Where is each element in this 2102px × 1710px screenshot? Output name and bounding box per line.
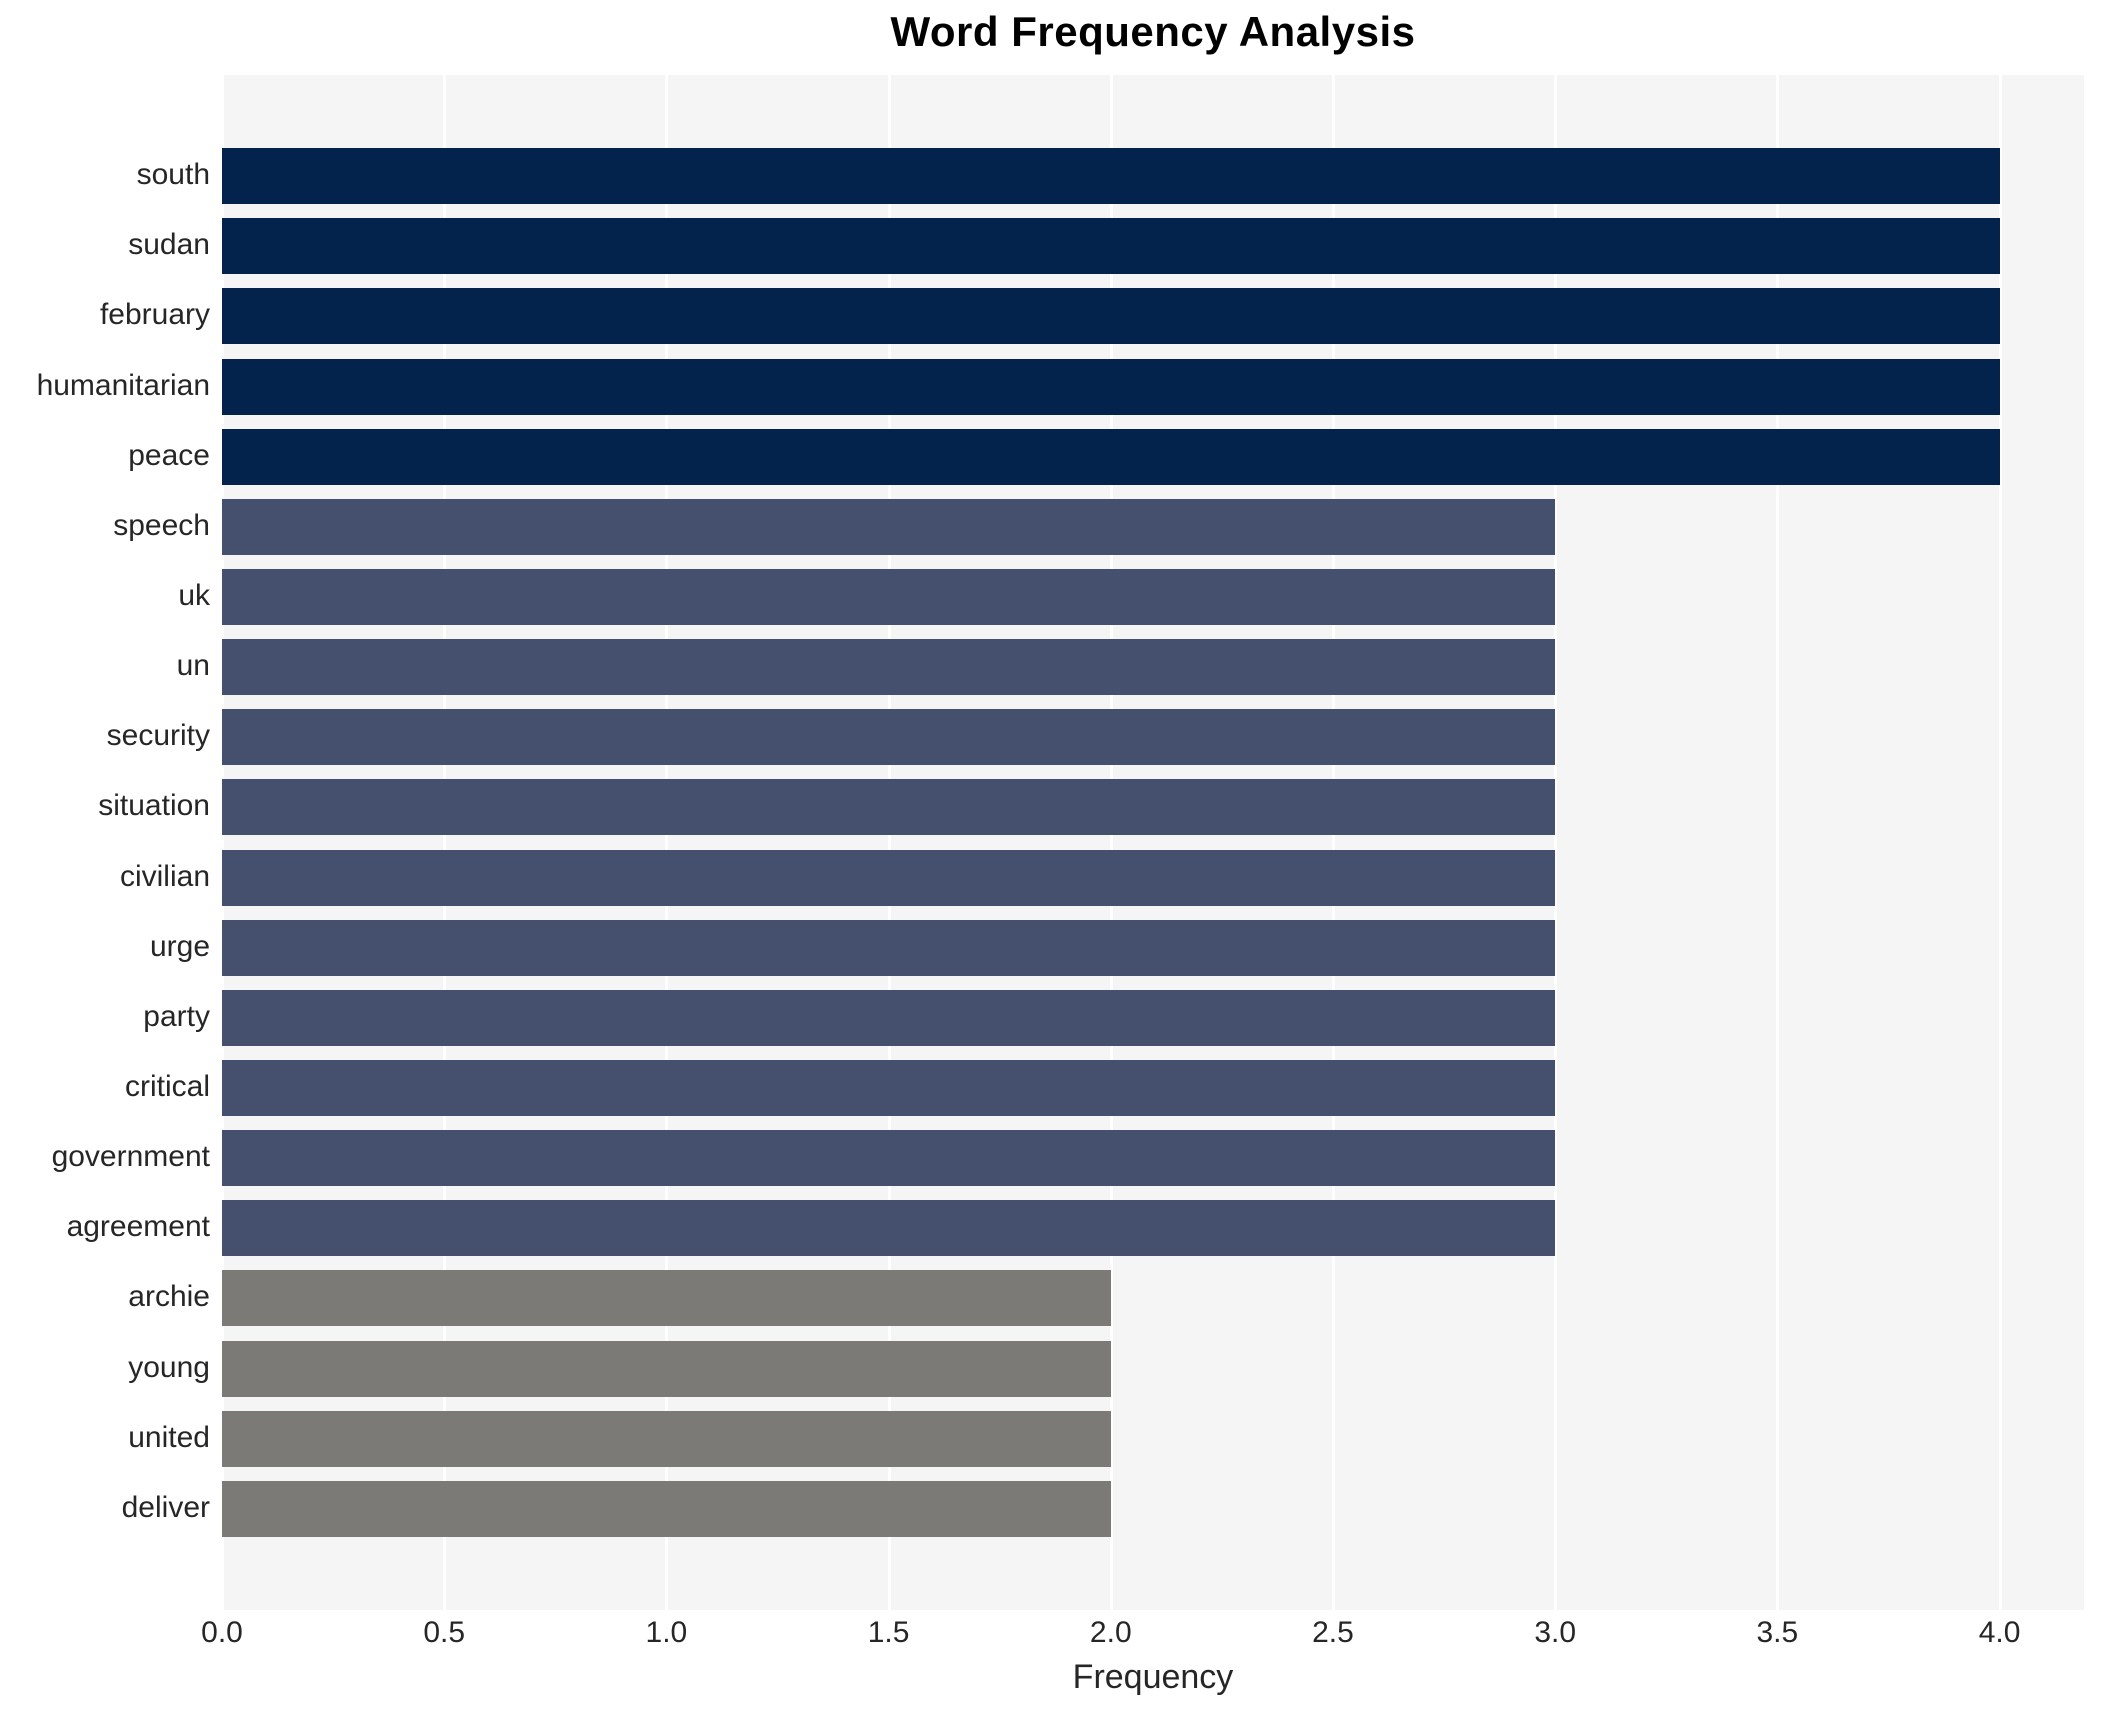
y-label-government: government (51, 1140, 210, 1174)
bar-peace (222, 428, 2000, 485)
bar-uk (222, 568, 1556, 625)
bar-february (222, 288, 2000, 345)
gridline-x-3.0 (1554, 75, 1558, 1610)
y-label-urge: urge (149, 929, 210, 963)
bar-urge (222, 919, 1556, 976)
gridline-x-1.0 (665, 75, 669, 1610)
bar-humanitarian (222, 358, 2000, 415)
y-label-civilian: civilian (119, 859, 210, 893)
y-label-critical: critical (124, 1070, 210, 1104)
bar-agreement (222, 1200, 1556, 1257)
x-tick-2.5: 2.5 (1312, 1616, 1354, 1649)
y-label-situation: situation (98, 789, 210, 823)
x-tick-1.0: 1.0 (645, 1616, 688, 1649)
gridline-x-0.5 (443, 75, 447, 1610)
y-label-uk: uk (178, 578, 210, 612)
bar-government (222, 1130, 1556, 1187)
y-label-deliver: deliver (121, 1490, 210, 1524)
bar-united (222, 1410, 1111, 1467)
gridline-x-2.0 (1109, 75, 1113, 1610)
y-label-archie: archie (128, 1280, 210, 1314)
bar-party (222, 989, 1556, 1046)
x-tick-1.5: 1.5 (867, 1616, 910, 1649)
bar-south (222, 148, 2000, 205)
y-label-speech: speech (113, 508, 210, 542)
x-tick-2.0: 2.0 (1089, 1616, 1132, 1649)
y-label-young: young (128, 1350, 210, 1384)
x-tick-4.0: 4.0 (1978, 1616, 2021, 1649)
bar-archie (222, 1270, 1111, 1327)
bar-young (222, 1340, 1111, 1397)
x-axis-label: Frequency (1072, 1658, 1234, 1696)
bar-un (222, 639, 1556, 696)
x-tick-3.5: 3.5 (1756, 1616, 1799, 1649)
chart-title: Word Frequency Analysis (890, 8, 1416, 55)
y-label-united: united (128, 1420, 210, 1454)
y-label-february: february (99, 298, 210, 332)
gridline-x-1.5 (887, 75, 891, 1610)
x-tick-0.5: 0.5 (423, 1616, 466, 1649)
bar-sudan (222, 218, 2000, 275)
y-label-sudan: sudan (128, 228, 210, 262)
plot-area (221, 75, 2084, 1610)
bar-civilian (222, 849, 1556, 906)
gridline-x-0.0 (221, 75, 224, 1610)
y-label-party: party (143, 999, 210, 1033)
bar-situation (222, 779, 1556, 836)
bar-critical (222, 1060, 1556, 1117)
y-label-un: un (176, 649, 210, 683)
bar-speech (222, 498, 1556, 555)
gridline-x-2.5 (1331, 75, 1335, 1610)
y-label-security: security (106, 719, 210, 753)
bar-deliver (222, 1480, 1111, 1537)
y-label-peace: peace (128, 438, 210, 472)
bar-security (222, 709, 1556, 766)
gridline-x-4.0 (1998, 75, 2002, 1610)
x-tick-0.0: 0.0 (201, 1616, 243, 1649)
gridline-x-3.5 (1776, 75, 1780, 1610)
y-label-humanitarian: humanitarian (36, 368, 210, 402)
x-tick-3.0: 3.0 (1534, 1616, 1577, 1649)
y-label-agreement: agreement (66, 1210, 210, 1244)
y-label-south: south (136, 158, 210, 192)
